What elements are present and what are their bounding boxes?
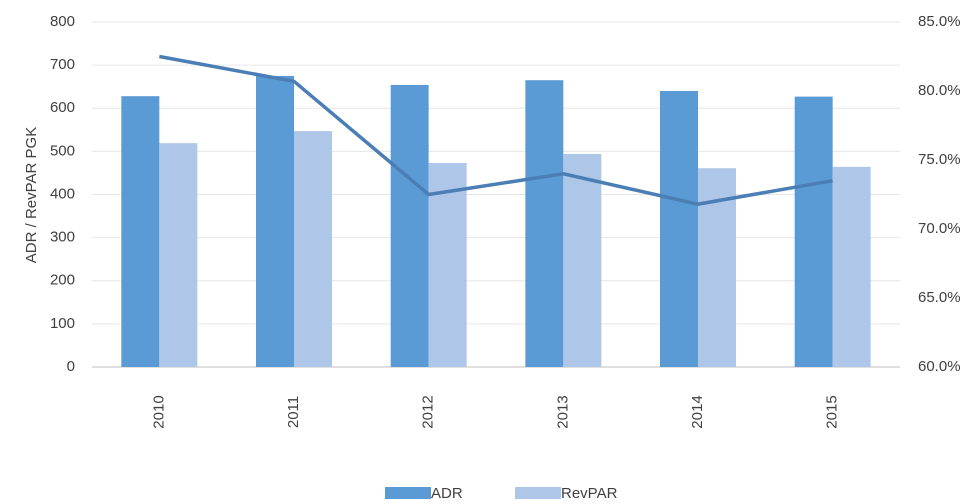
y2-tick-label: 70.0% (918, 220, 961, 237)
x-tick-label: 2013 (554, 395, 571, 428)
bar (159, 143, 198, 367)
legend-label: RevPAR (561, 485, 618, 502)
y-tick-label: 700 (50, 56, 75, 73)
bar (428, 163, 467, 367)
legend-label: ADR (431, 485, 463, 502)
legend-swatch (385, 487, 431, 499)
y2-tick-label: 60.0% (918, 358, 961, 375)
bar (525, 80, 564, 367)
y2-tick-label: 75.0% (918, 151, 961, 168)
y-tick-label: 600 (50, 99, 75, 116)
y2-tick-label: 65.0% (918, 289, 961, 306)
y-tick-label: 500 (50, 142, 75, 159)
bar (832, 166, 871, 367)
legend-swatch (515, 487, 561, 499)
y-tick-label: 0 (67, 358, 75, 375)
x-tick-label: 2015 (824, 395, 841, 428)
y-axis-label: ADR / RevPAR PGK (23, 127, 40, 263)
bar (794, 96, 833, 367)
x-tick-label: 2011 (285, 396, 302, 428)
x-tick-label: 2014 (689, 395, 706, 428)
y-tick-label: 800 (50, 13, 75, 30)
x-tick-label: 2010 (150, 395, 167, 428)
y-tick-label: 100 (50, 315, 75, 332)
bar (660, 91, 698, 367)
bar (390, 84, 429, 368)
line (159, 54, 833, 206)
bar (563, 153, 602, 367)
y-tick-label: 400 (50, 185, 75, 202)
y2-tick-label: 80.0% (918, 82, 961, 99)
bar (121, 96, 160, 368)
y2-tick-label: 85.0% (918, 13, 961, 30)
x-tick-label: 2012 (420, 395, 437, 428)
y-tick-label: 300 (50, 229, 75, 246)
bar (256, 75, 294, 367)
bar (294, 131, 332, 367)
y-tick-label: 200 (50, 272, 75, 289)
